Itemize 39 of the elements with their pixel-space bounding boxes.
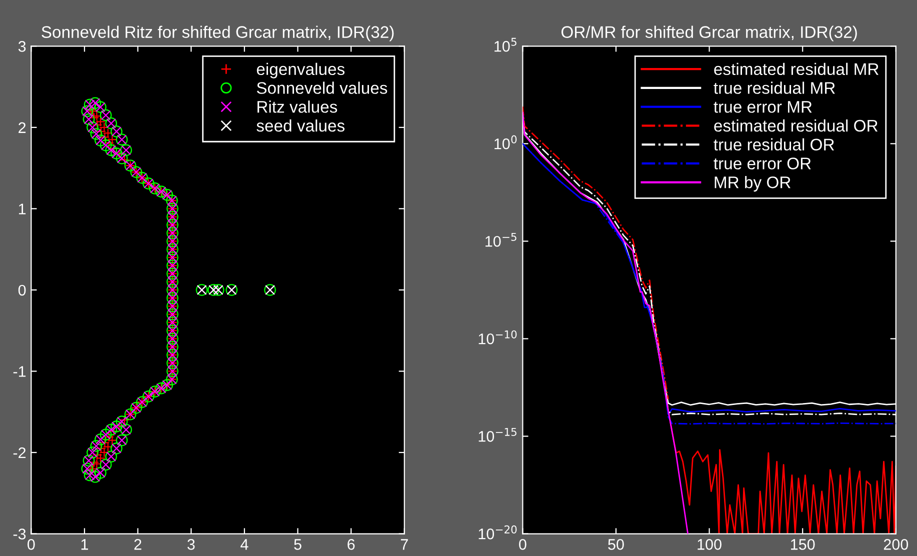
x-tick-label: 5 — [294, 539, 302, 550]
x-tick-label: 7 — [400, 539, 408, 550]
y-tick-label: 2 — [18, 122, 26, 133]
y-tick-label: 10$^{−20}$ — [478, 525, 517, 540]
legend-label: Sonneveld values — [256, 82, 388, 94]
y-tick-label: 3 — [18, 41, 26, 52]
y-tick-label: -3 — [13, 528, 26, 540]
x-tick-label: 0 — [519, 539, 526, 550]
legend-label: estimated residual OR — [714, 119, 878, 132]
y-tick-label: -1 — [13, 366, 26, 377]
y-tick-label: -2 — [13, 447, 26, 458]
legend-label: true error OR — [714, 158, 811, 170]
x-tick-label: 50 — [608, 539, 624, 550]
x-tick-label: 6 — [348, 539, 355, 550]
x-tick-label: 150 — [791, 539, 815, 550]
x-tick-label: 1 — [81, 539, 88, 550]
legend-label: true residual OR — [714, 138, 834, 151]
legend-label: Ritz values — [258, 100, 338, 113]
x-tick-label: 100 — [698, 539, 722, 550]
legend-label: true error MR — [714, 101, 812, 113]
y-tick-label: 10$^{−5}$ — [486, 232, 516, 247]
y-tick-label: 0 — [18, 284, 26, 296]
x-tick-label: 4 — [240, 539, 248, 550]
y-tick-label: 1 — [18, 204, 26, 214]
x-tick-label: 2 — [134, 539, 142, 550]
y-tick-label: 10$^{−15}$ — [478, 428, 516, 442]
y-tick-label: 10$^{0}$ — [494, 135, 517, 150]
chart-title: Sonneveld Ritz for shifted Grcar matrix, IDR(32) — [42, 26, 394, 42]
y-tick-label: 10$^{−10}$ — [478, 330, 517, 344]
x-tick-label: 200 — [884, 539, 908, 550]
chart-title: OR/MR for shifted Grcar matrix, IDR(32) — [561, 26, 857, 42]
x-tick-label: 0 — [28, 539, 35, 550]
y-tick-label: 10$^{5}$ — [494, 38, 516, 52]
legend-label: seed values — [256, 119, 345, 132]
x-tick-label: 3 — [187, 539, 195, 550]
legend-label: eigenvalues — [256, 62, 345, 78]
legend-label: MR by OR — [714, 176, 790, 192]
legend-label: true residual MR — [714, 82, 835, 94]
legend-label: estimated residual MR — [714, 62, 878, 76]
